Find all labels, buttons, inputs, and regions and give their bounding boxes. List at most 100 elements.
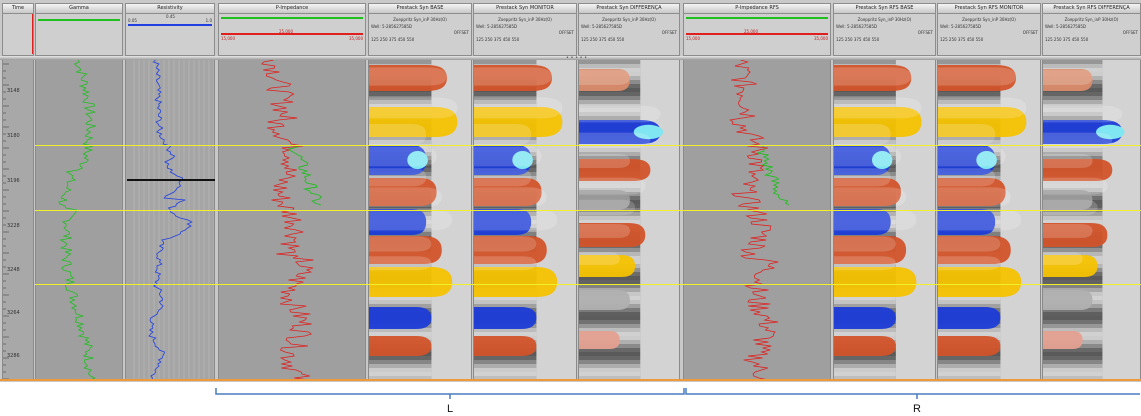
gather-trace-band [1043, 348, 1103, 352]
gather-reflection-lobe [579, 120, 661, 144]
resistivity-track-title: Resistivity [126, 4, 214, 14]
gather-lobe-highlight [579, 252, 620, 265]
header-track-splitter[interactable] [0, 56, 1141, 60]
gather-lobe-highlight [474, 236, 537, 252]
gather-lobe-highlight [834, 209, 917, 231]
horizon-line-2[interactable] [35, 210, 1141, 211]
gather-5-track[interactable] [937, 60, 1041, 380]
pimpedance-left-track[interactable] [218, 60, 366, 380]
gather-reflection-lobe [1043, 190, 1093, 210]
gather-trace-band [579, 368, 641, 372]
gather-trace-band [474, 376, 537, 380]
horizon-line-3[interactable] [35, 284, 1141, 285]
gather-trace-band [369, 92, 432, 96]
gather-reflection-lobe [938, 336, 1001, 356]
gr-track-title: Gamma [36, 4, 122, 14]
pimpedance-right-track-header[interactable]: P-Impedance RFS 15,000 25,000 35,000 [683, 3, 831, 56]
time-track-header[interactable]: Time [2, 3, 34, 56]
gather-3-subtitle: Zoeppritz Syn_inP 30Hz(O) [602, 17, 656, 22]
gather-trace-band [474, 356, 537, 360]
gr-track[interactable] [35, 60, 123, 380]
gather-trace-band [834, 372, 896, 376]
gather-trace-band [474, 100, 537, 104]
gather-reflection-lobe [474, 307, 537, 329]
gather-6-track[interactable] [1042, 60, 1141, 380]
gather-reflection-lobe [579, 190, 630, 210]
gather-lobe-highlight [834, 236, 896, 252]
gather-trace-band [579, 284, 641, 288]
pimpr-svg-red-curve [729, 60, 779, 380]
gather-2-track[interactable] [473, 60, 577, 380]
gather-1-track[interactable] [368, 60, 472, 380]
gather-trace-band [369, 304, 432, 308]
splitter-grip-icon[interactable]: • • • • • [566, 55, 588, 61]
gather-6-title: Prestack Syn RFS DIFFERENÇA [1043, 4, 1140, 14]
gather-trace-band [1043, 148, 1103, 152]
gather-trace-band [579, 156, 641, 160]
pimpedance-left-mid: 25,000 [279, 29, 293, 34]
gather-lobe-highlight [369, 256, 432, 271]
gather-reflection-lobe [834, 307, 896, 329]
gather-lobe-highlight [579, 105, 661, 123]
gather-trace-band [474, 140, 537, 144]
pimpedance-left-min: 15,000 [221, 36, 235, 41]
gather-trace-band [1043, 324, 1103, 328]
gather-trace-band [1043, 284, 1103, 288]
gather-1-track-header[interactable]: Prestack Syn BASE Zoeppritz Syn_inP 30Hz… [368, 3, 472, 56]
gather-lobe-core [633, 124, 664, 140]
gather-lobe-highlight [474, 168, 532, 187]
gather-trace-band [1043, 152, 1103, 156]
gather-reflection-lobe [579, 331, 620, 349]
gather-reflection-lobe [938, 65, 1016, 91]
gather-3-track[interactable] [578, 60, 680, 380]
horizon-line-1[interactable] [35, 145, 1141, 146]
gr-track-header[interactable]: Gamma [35, 3, 123, 56]
gather-reflection-lobe [834, 267, 917, 297]
gather-trace-band [579, 144, 641, 148]
gather-lobe-highlight [579, 224, 630, 238]
gather-6-track-header[interactable]: Prestack Syn RFS DIFFERENÇA Zoeppritz Sy… [1042, 3, 1141, 56]
gr-curve-scale-line [38, 19, 120, 21]
gather-trace-band [1043, 372, 1103, 376]
gather-reflection-lobe [474, 267, 558, 297]
gather-2-track-header[interactable]: Prestack Syn MONITOR Zoeppritz Syn_inP 3… [473, 3, 577, 56]
gather-reflection-lobe [579, 159, 651, 181]
gather-trace-band [1043, 212, 1103, 216]
gather-reflection-lobe [369, 267, 453, 297]
depth-label-4: 3228 [7, 223, 20, 229]
resistivity-marker-line[interactable] [127, 179, 215, 181]
gather-4-track-header[interactable]: Prestack Syn RFS BASE Zoeppritz Syn_inP … [833, 3, 936, 56]
gather-lobe-highlight [834, 97, 922, 119]
depth-label-3: 3196 [7, 178, 20, 184]
pimpedance-right-red-scale [686, 33, 828, 35]
gather-trace-band [1043, 108, 1103, 112]
pimpedance-right-green-scale [686, 17, 828, 19]
gather-trace-band [369, 376, 432, 380]
gather-trace-band [474, 296, 537, 300]
pimpedance-right-track[interactable] [683, 60, 831, 380]
depth-label-2: 3180 [7, 133, 20, 139]
gather-lobe-highlight [1043, 252, 1083, 265]
gather-lobe-highlight [474, 256, 537, 271]
gather-5-track-header[interactable]: Prestack Syn RFS MONITOR Zoeppritz Syn_i… [937, 3, 1041, 56]
resistivity-track-header[interactable]: Resistivity 0.05 0.45 1.0 [125, 3, 215, 56]
gather-trace-band [579, 280, 641, 284]
gather-lobe-highlight [369, 146, 437, 167]
depth-label-6: 3264 [7, 310, 20, 316]
gather-trace-band [579, 324, 641, 328]
pimpedance-left-track-header[interactable]: P-Impedance 15,000 25,000 35,000 [218, 3, 366, 56]
gather-lobe-highlight [1043, 177, 1108, 195]
gather-trace-band [938, 60, 1001, 64]
time-track[interactable]: 3148 3180 3196 3228 3248 3264 3286 [2, 60, 34, 380]
gather-trace-band [369, 368, 432, 372]
gather-lobe-highlight [579, 69, 630, 85]
left-group-label: L [447, 403, 454, 415]
gather-4-track[interactable] [833, 60, 936, 380]
resistivity-track[interactable] [125, 60, 215, 380]
gather-trace-band [1043, 180, 1103, 184]
gather-lobe-highlight [369, 209, 453, 231]
gather-reflection-lobe [834, 145, 891, 175]
gather-3-track-header[interactable]: Prestack Syn DIFFERENÇA Zoeppritz Syn_in… [578, 3, 680, 56]
gather-trace-band [579, 64, 641, 68]
